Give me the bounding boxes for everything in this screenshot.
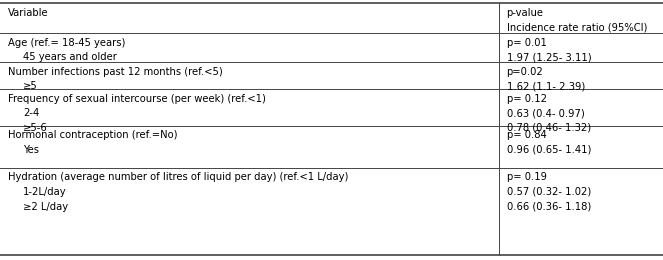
Text: Incidence rate ratio (95%CI): Incidence rate ratio (95%CI): [507, 22, 647, 32]
Text: Variable: Variable: [8, 8, 48, 17]
Text: Hormonal contraception (ref.=No): Hormonal contraception (ref.=No): [8, 131, 178, 140]
Text: 45 years and older: 45 years and older: [23, 52, 117, 62]
Text: 0.66 (0.36- 1.18): 0.66 (0.36- 1.18): [507, 202, 591, 211]
Text: p= 0.19: p= 0.19: [507, 172, 546, 183]
Text: ≥5: ≥5: [23, 81, 38, 91]
Text: 1-2L/day: 1-2L/day: [23, 187, 66, 197]
Text: 0.63 (0.4- 0.97): 0.63 (0.4- 0.97): [507, 108, 584, 118]
Text: 1.97 (1.25- 3.11): 1.97 (1.25- 3.11): [507, 52, 591, 62]
Text: Number infections past 12 months (ref.<5): Number infections past 12 months (ref.<5…: [8, 67, 223, 76]
Text: p= 0.01: p= 0.01: [507, 37, 546, 48]
Text: Yes: Yes: [23, 145, 39, 155]
Text: ≥5-6: ≥5-6: [23, 122, 48, 133]
Text: p= 0.12: p= 0.12: [507, 94, 546, 103]
Text: p= 0.84: p= 0.84: [507, 131, 546, 140]
Text: 0.78 (0.46- 1.32): 0.78 (0.46- 1.32): [507, 122, 591, 133]
Text: Frequency of sexual intercourse (per week) (ref.<1): Frequency of sexual intercourse (per wee…: [8, 94, 266, 103]
Text: 2-4: 2-4: [23, 108, 39, 118]
Text: Age (ref.= 18-45 years): Age (ref.= 18-45 years): [8, 37, 125, 48]
Text: p-value: p-value: [507, 8, 544, 17]
Text: 1.62 (1.1- 2.39): 1.62 (1.1- 2.39): [507, 81, 585, 91]
Text: Hydration (average number of litres of liquid per day) (ref.<1 L/day): Hydration (average number of litres of l…: [8, 172, 348, 183]
Text: 0.96 (0.65- 1.41): 0.96 (0.65- 1.41): [507, 145, 591, 155]
Text: 0.57 (0.32- 1.02): 0.57 (0.32- 1.02): [507, 187, 591, 197]
Text: ≥2 L/day: ≥2 L/day: [23, 202, 68, 211]
Text: p=0.02: p=0.02: [507, 67, 543, 76]
